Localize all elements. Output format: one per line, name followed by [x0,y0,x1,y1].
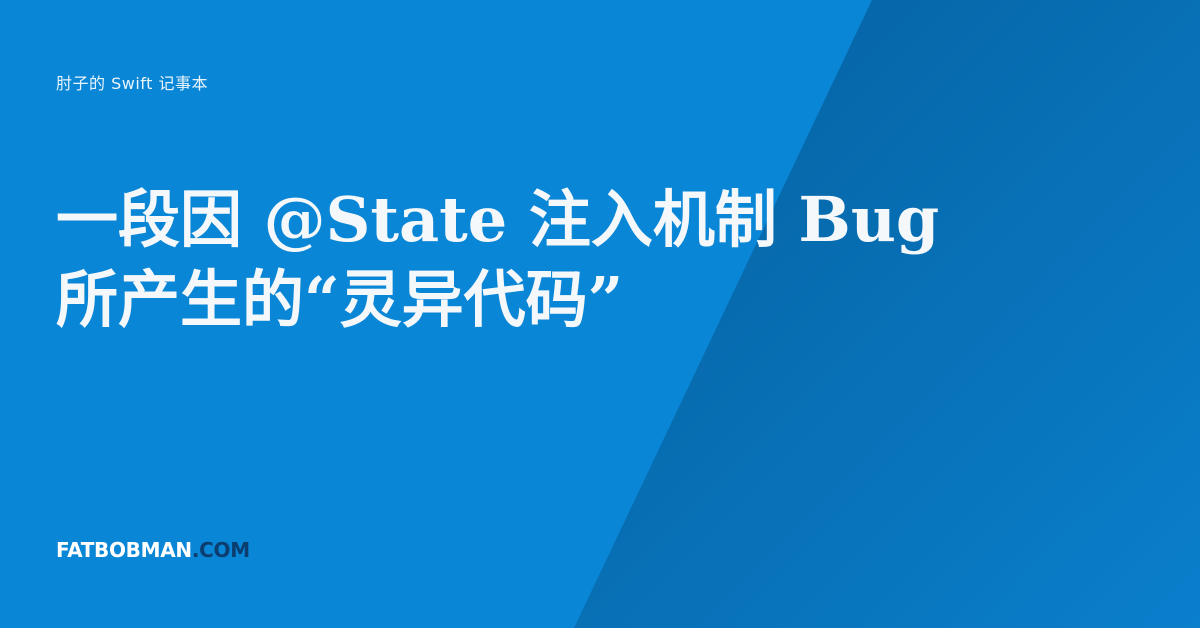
title-line-1: 一段因 @State 注入机制 Bug [56,183,940,256]
title-line-2: 所产生的“灵异代码” [56,263,624,336]
brand-tld: .COM [191,538,250,562]
brand-logo: FATBOBMAN.COM [56,538,250,562]
site-subtitle: 肘子的 Swift 记事本 [56,74,208,93]
brand-name: FATBOBMAN [56,538,192,562]
article-title: 一段因 @State 注入机制 Bug 所产生的“灵异代码” [56,180,1106,340]
